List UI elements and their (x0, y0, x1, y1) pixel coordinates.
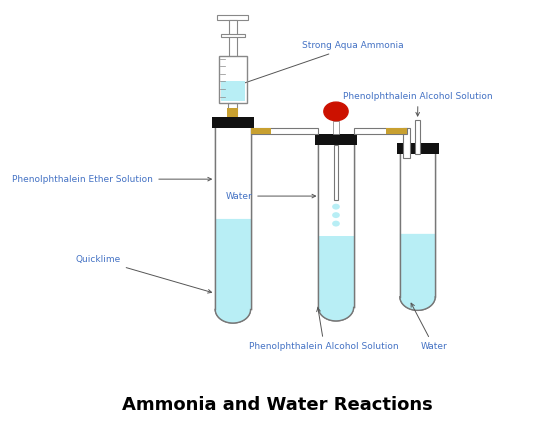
Text: Ammonia and Water Reactions: Ammonia and Water Reactions (122, 396, 432, 414)
Bar (227, 109, 238, 118)
Bar (228, 103, 237, 115)
Bar (333, 121, 338, 134)
Bar (250, 128, 271, 134)
Bar (229, 20, 237, 60)
Bar (397, 143, 439, 154)
Text: Quicklime: Quicklime (76, 255, 212, 293)
Bar (403, 128, 411, 158)
Circle shape (332, 212, 340, 218)
Bar (219, 56, 247, 103)
Bar (315, 134, 357, 145)
Circle shape (332, 221, 340, 227)
Polygon shape (216, 219, 250, 323)
Bar (221, 81, 245, 101)
Text: Phenolphthalein Alcohol Solution: Phenolphthalein Alcohol Solution (249, 308, 399, 351)
Polygon shape (400, 234, 435, 310)
Bar (354, 128, 407, 134)
Bar (403, 128, 411, 158)
Bar (212, 117, 254, 128)
Bar (354, 128, 407, 134)
Bar (218, 15, 248, 20)
Polygon shape (319, 236, 353, 321)
Text: Phenolphthalein Alcohol Solution: Phenolphthalein Alcohol Solution (343, 92, 493, 116)
Bar (250, 128, 319, 134)
Bar (219, 56, 247, 103)
Bar (386, 128, 407, 134)
Bar (415, 120, 420, 154)
Text: Water: Water (225, 192, 316, 201)
Text: Phenolphthalein Ether Solution: Phenolphthalein Ether Solution (12, 175, 212, 184)
Text: Water: Water (411, 303, 447, 351)
Bar (221, 34, 245, 37)
Circle shape (324, 102, 348, 121)
Text: Strong Aqua Ammonia: Strong Aqua Ammonia (239, 41, 403, 85)
Bar (250, 128, 319, 134)
Circle shape (332, 204, 340, 210)
Bar (334, 145, 338, 200)
